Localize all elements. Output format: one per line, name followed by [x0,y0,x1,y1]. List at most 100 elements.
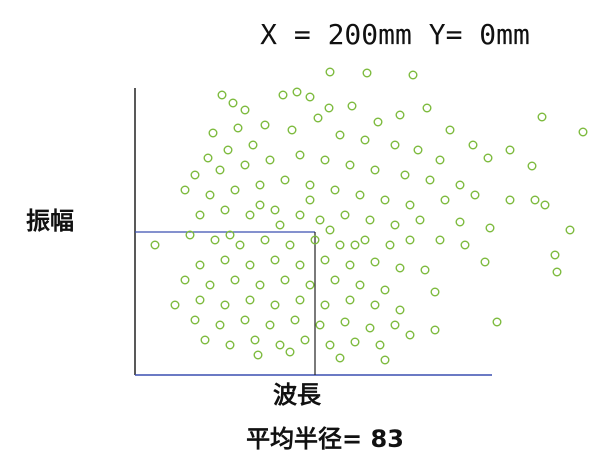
point [390,140,400,150]
point [305,92,315,102]
point [370,257,380,267]
point [395,110,405,120]
point [330,275,340,285]
point [345,295,355,305]
point [203,153,213,163]
point [295,260,305,270]
point [287,125,297,135]
point [578,127,588,137]
point [445,125,455,135]
point [250,335,260,345]
point [355,190,365,200]
point [362,68,372,78]
point [285,347,295,357]
x-axis-label: 波長 [273,381,322,409]
point [195,260,205,270]
point [245,260,255,270]
point [455,180,465,190]
point [150,240,160,250]
point [415,215,425,225]
point [350,240,360,250]
point [480,257,490,267]
point [315,320,325,330]
point [255,280,265,290]
point [395,263,405,273]
point [425,175,435,185]
point [380,285,390,295]
point [310,235,320,245]
point [422,103,432,113]
point [320,155,330,165]
point [285,240,295,250]
point [225,230,235,240]
point [260,120,270,130]
point [210,235,220,245]
point [505,195,515,205]
point [330,185,340,195]
point [375,340,385,350]
point [325,340,335,350]
point [320,255,330,265]
point [233,123,243,133]
point [370,300,380,310]
point [505,145,515,155]
point [200,335,210,345]
point [435,235,445,245]
point [205,190,215,200]
point [530,195,540,205]
point [230,185,240,195]
point [217,90,227,100]
point [347,101,357,111]
point [290,315,300,325]
point [195,295,205,305]
point [265,320,275,330]
point [260,235,270,245]
point [360,235,370,245]
point [552,267,562,277]
point [565,225,575,235]
point [292,87,302,97]
point [325,67,335,77]
point [485,223,495,233]
point [335,353,345,363]
point [373,117,383,127]
point [225,340,235,350]
point [430,325,440,335]
point [365,215,375,225]
point [380,195,390,205]
point [390,220,400,230]
point [340,317,350,327]
point [345,160,355,170]
point [324,103,334,113]
point [413,145,423,155]
point [248,140,258,150]
point [270,205,280,215]
point [215,320,225,330]
point [320,300,330,310]
point [228,98,238,108]
point [205,280,215,290]
point [340,210,350,220]
point [305,180,315,190]
point [170,300,180,310]
point [380,355,390,365]
point [190,315,200,325]
point [365,323,375,333]
point [295,210,305,220]
point [278,90,288,100]
point [180,185,190,195]
point [255,200,265,210]
point [230,275,240,285]
point [255,180,265,190]
point [295,150,305,160]
point [190,170,200,180]
point [408,70,418,80]
point [195,210,205,220]
point [483,153,493,163]
point [360,135,370,145]
point [240,315,250,325]
point [220,205,230,215]
point [215,165,225,175]
point [405,330,415,340]
